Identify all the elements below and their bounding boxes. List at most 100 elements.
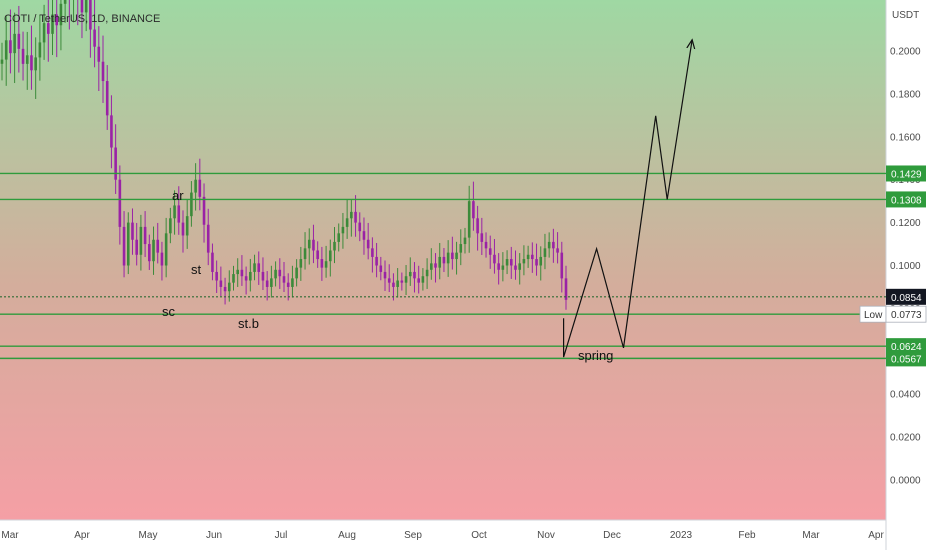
- candle-body: [526, 254, 530, 260]
- candle-body: [556, 248, 559, 253]
- price-axis-panel: [886, 0, 932, 550]
- candle-body: [404, 276, 408, 283]
- candle-body: [156, 239, 160, 253]
- time-tick-label: Aug: [338, 530, 356, 541]
- candle-body: [488, 248, 492, 255]
- time-tick-label: Apr: [74, 530, 90, 541]
- candle-body: [211, 252, 214, 272]
- candle-body: [345, 218, 349, 227]
- candle-body: [114, 147, 117, 180]
- candle-body: [392, 282, 395, 287]
- low-price-label: 0.0773: [891, 310, 922, 321]
- candle-body: [173, 205, 176, 219]
- candle-body: [371, 248, 374, 257]
- candle-body: [552, 241, 555, 249]
- time-tick-label: Feb: [738, 530, 756, 541]
- candle-body: [261, 271, 265, 281]
- last-price-label: 0.0854: [891, 293, 922, 304]
- candle-body: [265, 280, 269, 287]
- candle-body: [442, 256, 446, 264]
- candle-body: [46, 23, 50, 34]
- candle-body: [303, 248, 307, 260]
- candle-body: [59, 3, 63, 26]
- candle-body: [249, 271, 252, 281]
- time-axis-labels: Mar Apr May Jun Jul Aug Sep Oct Nov Dec 2023 Feb Mar…: [1, 530, 884, 541]
- price-tick-label: 0.1000: [890, 261, 921, 272]
- candle-body: [350, 211, 353, 219]
- candle-body: [497, 263, 500, 270]
- annotation-sc: sc: [162, 304, 176, 319]
- candle-body: [190, 192, 193, 217]
- candles-layer: [0, 0, 568, 310]
- candle-body: [232, 274, 235, 283]
- candle-body: [396, 280, 399, 287]
- candle-body: [291, 278, 294, 287]
- candle-body: [484, 241, 488, 249]
- price-tick-label: 0.0000: [890, 476, 921, 487]
- candle-body: [126, 222, 130, 266]
- candle-body: [375, 256, 378, 266]
- level-price-label: 0.1308: [891, 195, 922, 206]
- candle-body: [316, 250, 319, 260]
- candle-body: [493, 254, 496, 264]
- low-name-label: Low: [864, 310, 883, 321]
- candle-body: [535, 259, 538, 266]
- candle-body: [274, 269, 277, 279]
- candle-body: [131, 222, 134, 240]
- candle-body: [299, 259, 303, 268]
- candle-body: [514, 265, 517, 270]
- candle-body: [215, 271, 218, 281]
- candle-body: [244, 276, 248, 281]
- candle-body: [185, 216, 189, 236]
- candle-body: [400, 280, 404, 283]
- candle-body: [206, 224, 210, 253]
- candle-body: [430, 263, 433, 270]
- time-tick-label: May: [139, 530, 158, 541]
- candle-body: [320, 259, 324, 268]
- candle-body: [278, 269, 282, 277]
- candle-body: [110, 115, 113, 148]
- candle-body: [328, 250, 332, 262]
- candle-body: [219, 280, 223, 287]
- time-tick-label: Sep: [404, 530, 422, 541]
- time-tick-label: Nov: [537, 530, 555, 541]
- candle-body: [476, 218, 479, 234]
- level-price-tag: [886, 191, 926, 208]
- candle-body: [564, 278, 568, 300]
- candle-body: [337, 233, 341, 242]
- candle-body: [408, 271, 412, 277]
- candle-body: [4, 40, 8, 60]
- candle-body: [354, 211, 357, 223]
- candle-body: [101, 61, 105, 82]
- price-tick-label: 0.1600: [890, 132, 921, 143]
- price-tick-label: 0.0400: [890, 390, 921, 401]
- candle-body: [501, 265, 505, 270]
- candle-body: [463, 237, 467, 245]
- candle-body: [257, 263, 261, 272]
- candle-body: [34, 57, 37, 71]
- time-tick-label: Mar: [1, 530, 19, 541]
- candle-body: [387, 278, 391, 283]
- candle-body: [21, 48, 25, 64]
- candle-body: [341, 226, 345, 234]
- candle-body: [472, 201, 475, 219]
- candle-body: [177, 205, 181, 223]
- annotation-ar: ar: [172, 188, 184, 203]
- candle-body: [286, 282, 290, 287]
- candle-body: [522, 259, 526, 264]
- candle-body: [383, 271, 387, 279]
- candle-body: [270, 278, 273, 287]
- candle-body: [362, 231, 366, 240]
- candle-body: [89, 0, 92, 30]
- level-price-label: 0.0624: [891, 342, 922, 353]
- candle-body: [455, 252, 458, 260]
- projection-path: [562, 41, 692, 358]
- candle-body: [80, 0, 84, 13]
- candle-body: [17, 33, 21, 49]
- candle-body: [307, 239, 311, 249]
- price-tick-label: 0.2000: [890, 47, 921, 58]
- annotation-st-b: st.b: [238, 316, 259, 331]
- candle-body: [93, 29, 96, 47]
- level-price-tag: [886, 338, 926, 355]
